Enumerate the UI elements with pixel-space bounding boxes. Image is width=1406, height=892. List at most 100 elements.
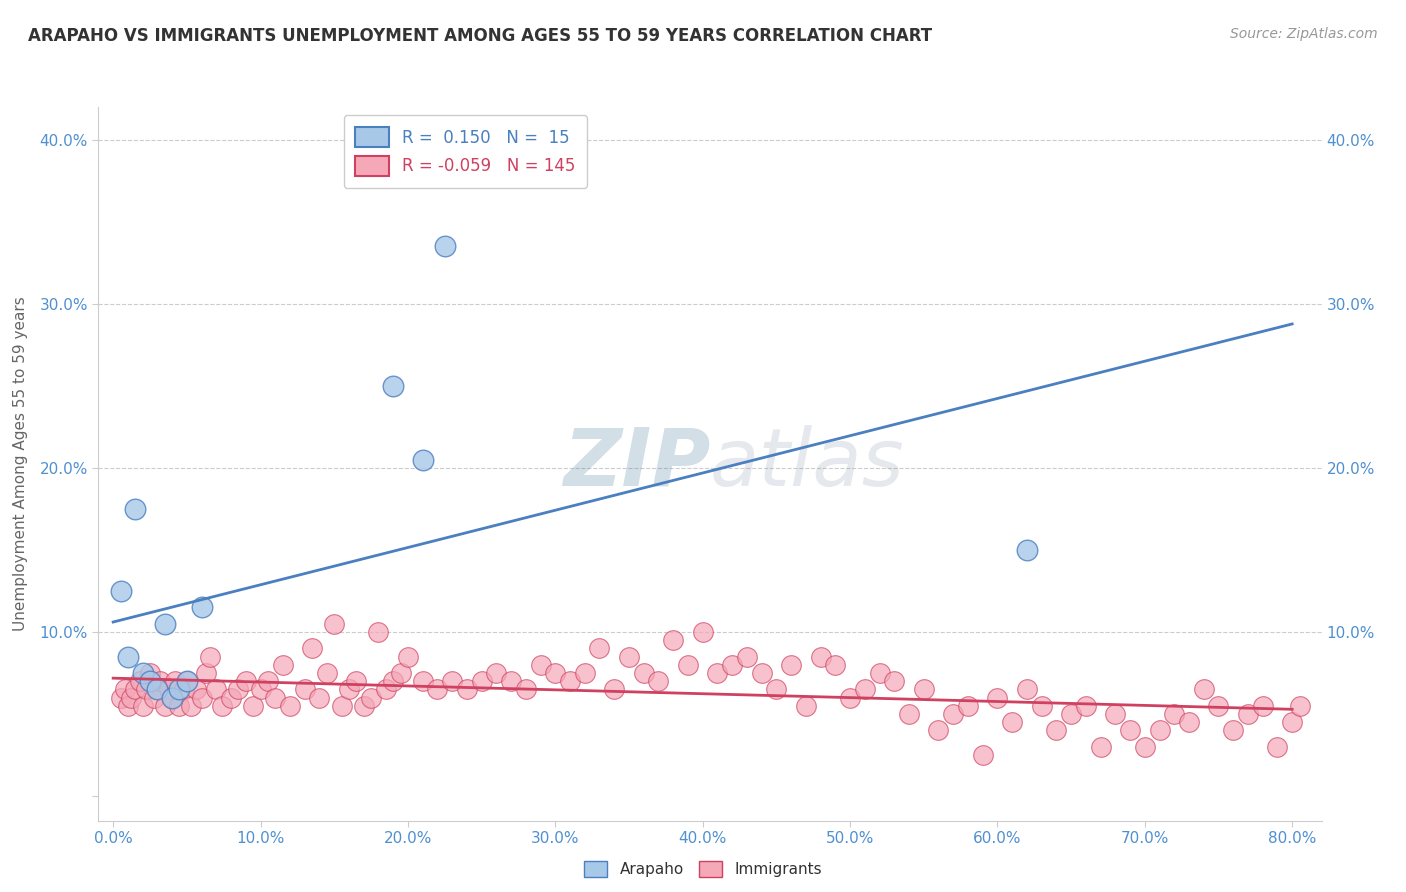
Point <box>180 698 202 713</box>
Point <box>529 657 551 672</box>
Point <box>1237 706 1260 721</box>
Point <box>249 682 271 697</box>
Point <box>1015 543 1038 558</box>
Point <box>235 674 257 689</box>
Point <box>839 690 862 705</box>
Point <box>117 698 139 713</box>
Text: Source: ZipAtlas.com: Source: ZipAtlas.com <box>1230 27 1378 41</box>
Point <box>153 698 176 713</box>
Point <box>131 698 153 713</box>
Point <box>200 649 222 664</box>
Point <box>396 649 419 664</box>
Legend: Arapaho, Immigrants: Arapaho, Immigrants <box>578 855 828 883</box>
Point <box>647 674 669 689</box>
Point <box>219 690 242 705</box>
Legend: R =  0.150   N =  15, R = -0.059   N = 145: R = 0.150 N = 15, R = -0.059 N = 145 <box>343 115 588 187</box>
Point <box>382 674 405 689</box>
Point <box>169 698 191 713</box>
Point <box>1104 706 1126 721</box>
Point <box>986 690 1008 705</box>
Point <box>337 682 360 697</box>
Point <box>190 600 212 615</box>
Point <box>780 657 803 672</box>
Point <box>544 665 567 680</box>
Point <box>176 674 198 689</box>
Point <box>184 682 207 697</box>
Point <box>117 649 139 664</box>
Point <box>853 682 876 697</box>
Point <box>114 682 136 697</box>
Point <box>153 616 176 631</box>
Point <box>264 690 287 705</box>
Point <box>1288 698 1310 713</box>
Point <box>692 625 714 640</box>
Y-axis label: Unemployment Among Ages 55 to 59 years: Unemployment Among Ages 55 to 59 years <box>14 296 28 632</box>
Point <box>382 379 405 393</box>
Point <box>374 682 396 697</box>
Point <box>824 657 846 672</box>
Point <box>1267 739 1289 754</box>
Point <box>1133 739 1156 754</box>
Point <box>898 706 921 721</box>
Text: atlas: atlas <box>710 425 905 503</box>
Point <box>956 698 979 713</box>
Point <box>110 584 132 599</box>
Point <box>735 649 758 664</box>
Point <box>676 657 699 672</box>
Point <box>1031 698 1053 713</box>
Point <box>558 674 581 689</box>
Point <box>706 665 728 680</box>
Point <box>1074 698 1097 713</box>
Point <box>242 698 264 713</box>
Point <box>146 682 169 697</box>
Point <box>360 690 382 705</box>
Point <box>794 698 817 713</box>
Point <box>190 690 212 705</box>
Text: ZIP: ZIP <box>562 425 710 503</box>
Point <box>972 747 994 762</box>
Point <box>257 674 280 689</box>
Point <box>662 633 685 648</box>
Point <box>485 665 508 680</box>
Point <box>1163 706 1185 721</box>
Point <box>515 682 537 697</box>
Point <box>441 674 464 689</box>
Point <box>412 452 434 467</box>
Point <box>765 682 787 697</box>
Point <box>1001 715 1024 730</box>
Point <box>942 706 965 721</box>
Point <box>912 682 935 697</box>
Point <box>1149 723 1171 738</box>
Point <box>124 682 146 697</box>
Point <box>751 665 773 680</box>
Point <box>353 698 375 713</box>
Point <box>308 690 330 705</box>
Point <box>883 674 905 689</box>
Point <box>139 674 162 689</box>
Point <box>588 641 610 656</box>
Point <box>1015 682 1038 697</box>
Point <box>433 239 456 253</box>
Point <box>471 674 494 689</box>
Point <box>721 657 744 672</box>
Point <box>165 674 187 689</box>
Point <box>1178 715 1201 730</box>
Point <box>456 682 478 697</box>
Point <box>128 674 150 689</box>
Point <box>330 698 353 713</box>
Point <box>927 723 949 738</box>
Point <box>176 674 198 689</box>
Point <box>1251 698 1274 713</box>
Point <box>603 682 626 697</box>
Point <box>149 674 172 689</box>
Point <box>323 616 346 631</box>
Point <box>426 682 449 697</box>
Point <box>131 665 153 680</box>
Point <box>173 682 195 697</box>
Point <box>1119 723 1142 738</box>
Point <box>160 690 183 705</box>
Point <box>1192 682 1215 697</box>
Point <box>344 674 367 689</box>
Point <box>143 690 166 705</box>
Point <box>1060 706 1083 721</box>
